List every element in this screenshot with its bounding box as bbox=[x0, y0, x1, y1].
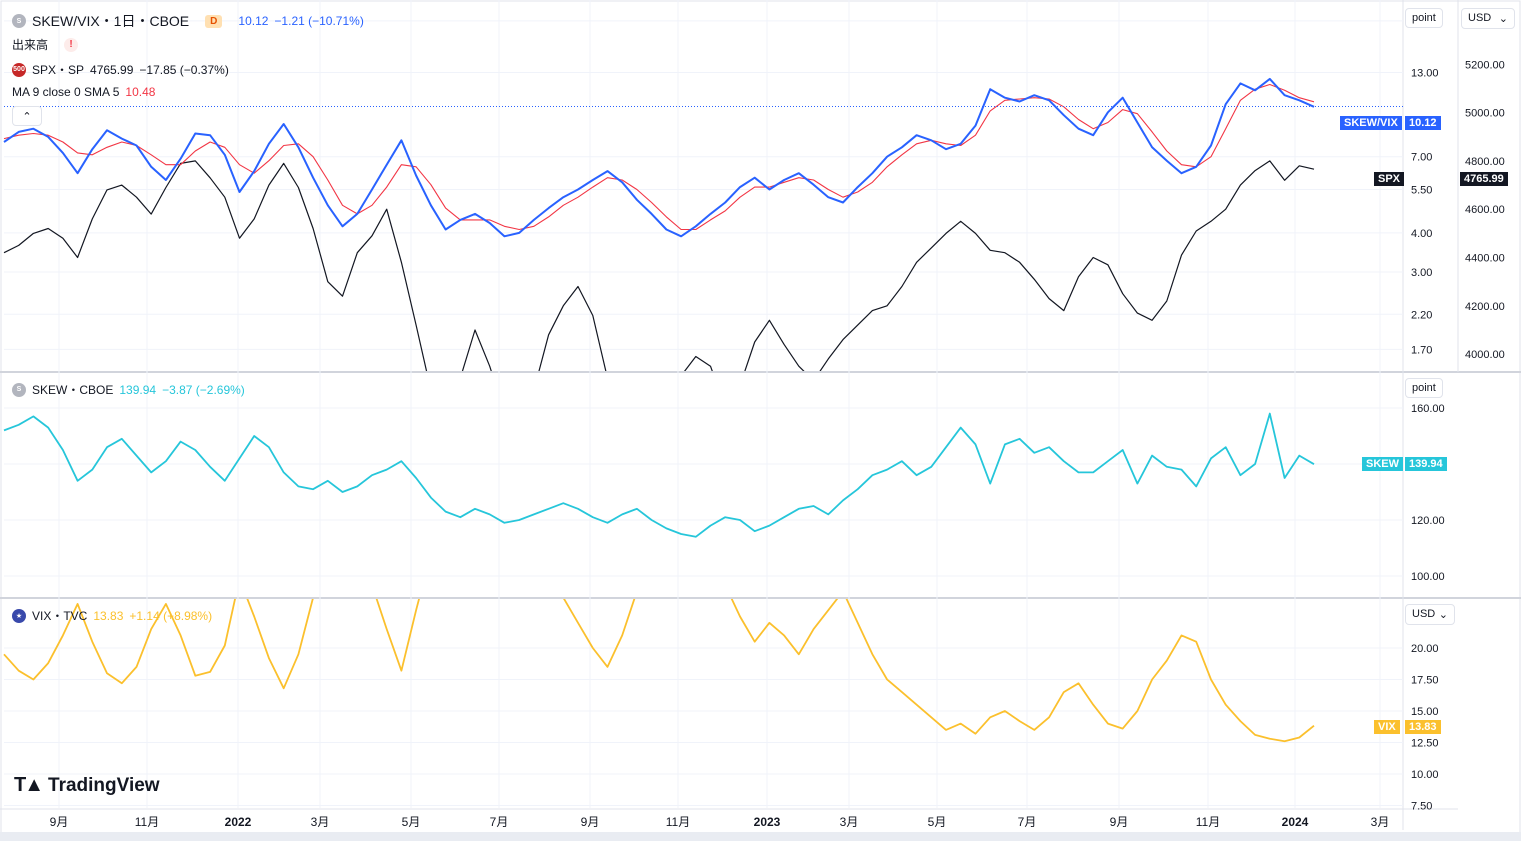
y-tick-label: 17.50 bbox=[1411, 675, 1439, 687]
y-tick-label: 10.00 bbox=[1411, 769, 1439, 781]
vix-line bbox=[3, 599, 1315, 743]
x-tick-label: 3月 bbox=[311, 815, 330, 829]
y-tick-label-right: 4800.00 bbox=[1465, 156, 1505, 168]
spx-last: 4765.99 bbox=[90, 62, 134, 77]
last-value: 10.12 bbox=[238, 14, 269, 28]
y-tick-label: 100.00 bbox=[1411, 571, 1445, 583]
x-tick-label: 7月 bbox=[1018, 815, 1037, 829]
ma-line bbox=[3, 83, 1315, 231]
y-tick-label: 4.00 bbox=[1411, 228, 1432, 240]
y-tick-label: 7.00 bbox=[1411, 152, 1432, 164]
vix-tag-value: 13.83 bbox=[1405, 720, 1441, 734]
ma-value: 10.48 bbox=[125, 85, 156, 99]
x-tick-label: 11月 bbox=[666, 815, 690, 829]
y-tick-label: 7.50 bbox=[1411, 801, 1432, 813]
x-tick-label: 3月 bbox=[1371, 815, 1390, 829]
y-tick-label-right: 4600.00 bbox=[1465, 204, 1505, 216]
y-tick-label: 3.00 bbox=[1411, 267, 1432, 279]
x-tick-label: 5月 bbox=[928, 815, 947, 829]
chart-title[interactable]: SKEW/VIX・1日・CBOE bbox=[32, 13, 190, 29]
y-tick-label: 1.70 bbox=[1411, 344, 1432, 356]
vix-title[interactable]: VIX・TVC bbox=[32, 609, 88, 623]
skew-tag-label: SKEW bbox=[1362, 457, 1403, 471]
vix-tag-label: VIX bbox=[1374, 720, 1400, 734]
currency-select[interactable]: USD ⌄ bbox=[1461, 8, 1515, 29]
x-tick-label: 2022 bbox=[225, 815, 252, 829]
ma-legend: MA 9 close 0 SMA 5 10.48 bbox=[12, 85, 155, 99]
y-tick-label: 13.00 bbox=[1411, 67, 1439, 79]
point-button[interactable]: point bbox=[1405, 8, 1443, 28]
y-tick-label: 120.00 bbox=[1411, 515, 1445, 527]
spx-tag-value: 4765.99 bbox=[1460, 172, 1508, 186]
spx-line bbox=[3, 160, 1315, 371]
tradingview-logo[interactable]: T▲ TradingView bbox=[14, 774, 160, 797]
y-tick-label-right: 4000.00 bbox=[1465, 349, 1505, 361]
y-tick-label-right: 4200.00 bbox=[1465, 301, 1505, 313]
skew-change: −3.87 (−2.69%) bbox=[162, 382, 245, 397]
x-tick-label: 2024 bbox=[1282, 815, 1309, 829]
skew-logo-icon: S bbox=[12, 382, 26, 397]
skew-tag-value: 139.94 bbox=[1405, 457, 1447, 471]
skew-legend: S SKEW・CBOE 139.94 −3.87 (−2.69%) bbox=[12, 381, 245, 398]
us-flag-icon: ★ bbox=[12, 608, 26, 623]
y-tick-label: 5.50 bbox=[1411, 185, 1432, 197]
x-tick-label: 5月 bbox=[402, 815, 421, 829]
x-tick-label: 11月 bbox=[135, 815, 159, 829]
x-tick-label: 9月 bbox=[1110, 815, 1129, 829]
y-tick-label: 15.00 bbox=[1411, 706, 1439, 718]
vix-last: 13.83 bbox=[93, 608, 124, 623]
x-tick-label: 3月 bbox=[840, 815, 859, 829]
skewvix-line bbox=[3, 77, 1315, 238]
bottom-bar bbox=[0, 832, 1521, 841]
skew-line bbox=[3, 412, 1315, 538]
skew-title[interactable]: SKEW・CBOE bbox=[32, 383, 114, 397]
skewvix-tag-label: SKEW/VIX bbox=[1340, 116, 1402, 130]
change-value: −1.21 (−10.71%) bbox=[274, 14, 364, 28]
spx-symbol[interactable]: SPX・SP bbox=[32, 63, 85, 77]
spx-tag-label: SPX bbox=[1374, 172, 1405, 186]
y-tick-label-right: 5000.00 bbox=[1465, 108, 1505, 120]
warning-icon[interactable]: ! bbox=[64, 37, 79, 52]
spx-change: −17.85 (−0.37%) bbox=[139, 62, 229, 77]
x-tick-label: 9月 bbox=[581, 815, 600, 829]
skew-last: 139.94 bbox=[119, 382, 157, 397]
tradingview-logo-text: TradingView bbox=[48, 774, 160, 796]
chevron-down-icon: ⌄ bbox=[1498, 13, 1508, 25]
sp500-badge-icon: 500 bbox=[12, 62, 26, 77]
spx-legend: 500 SPX・SP 4765.99 −17.85 (−0.37%) bbox=[12, 61, 229, 78]
vix-legend: ★ VIX・TVC 13.83 +1.14 (+8.98%) bbox=[12, 607, 212, 624]
y-tick-label: 160.00 bbox=[1411, 403, 1445, 415]
symbol-logo-icon: S bbox=[12, 14, 26, 28]
vix-change: +1.14 (+8.98%) bbox=[129, 608, 213, 623]
tradingview-logo-icon: T▲ bbox=[14, 774, 44, 796]
volume-legend: 出来高 ! bbox=[12, 36, 79, 53]
x-tick-label: 7月 bbox=[490, 815, 509, 829]
y-tick-label: 20.00 bbox=[1411, 643, 1439, 655]
currency-label: USD bbox=[1468, 12, 1492, 24]
main-legend: S SKEW/VIX・1日・CBOE D 10.12 −1.21 (−10.71… bbox=[12, 11, 364, 31]
y-tick-label-right: 5200.00 bbox=[1465, 59, 1505, 71]
y-tick-label: 12.50 bbox=[1411, 738, 1439, 750]
timeframe-badge[interactable]: D bbox=[205, 14, 223, 28]
skewvix-tag-value: 10.12 bbox=[1405, 116, 1441, 130]
currency-select-vix[interactable]: USD ⌄ bbox=[1405, 604, 1455, 625]
ma-label[interactable]: MA 9 close 0 SMA 5 bbox=[12, 85, 120, 99]
currency-label-vix: USD bbox=[1412, 608, 1436, 620]
collapse-legend-button[interactable]: ⌃ bbox=[12, 106, 42, 126]
chevron-down-icon: ⌄ bbox=[1438, 609, 1448, 621]
x-tick-label: 2023 bbox=[754, 815, 781, 829]
y-tick-label-right: 4400.00 bbox=[1465, 253, 1505, 265]
x-tick-label: 9月 bbox=[50, 815, 69, 829]
x-tick-label: 11月 bbox=[1196, 815, 1220, 829]
point-button-skew[interactable]: point bbox=[1405, 378, 1443, 398]
volume-label[interactable]: 出来高 bbox=[12, 38, 49, 52]
chevron-up-icon: ⌃ bbox=[22, 110, 32, 123]
y-tick-label: 2.20 bbox=[1411, 309, 1432, 321]
